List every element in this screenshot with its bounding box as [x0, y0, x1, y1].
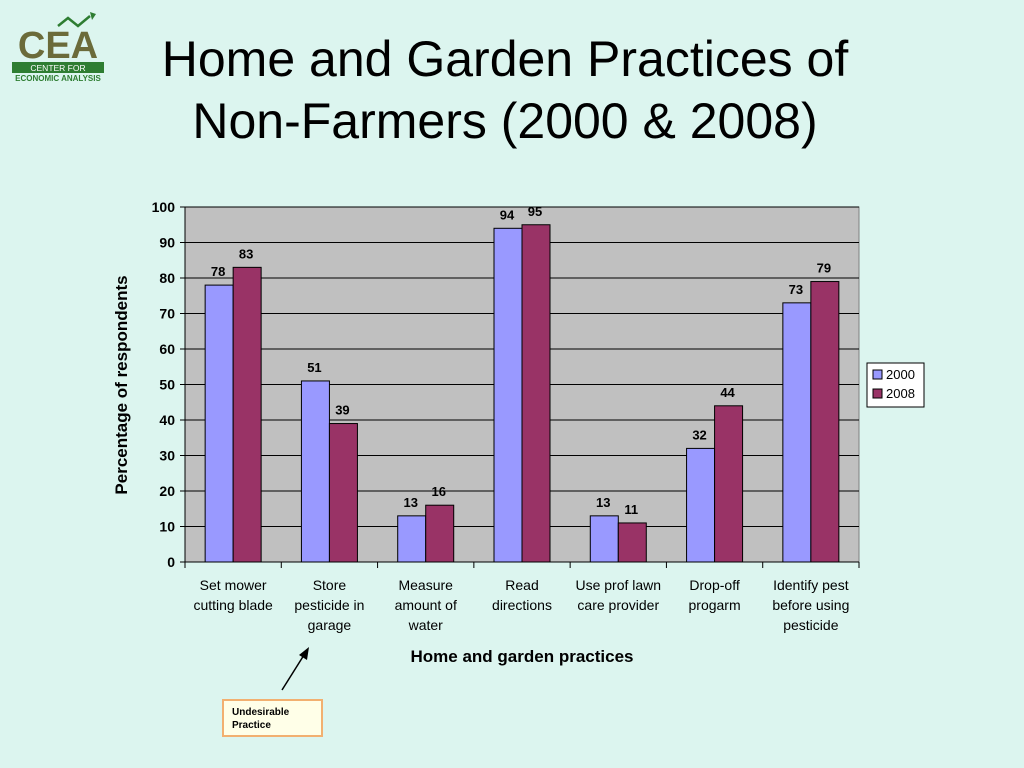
- category-label-line: care provider: [577, 597, 659, 613]
- callout-line2: Practice: [232, 720, 271, 731]
- bar-2008: [714, 405, 744, 563]
- y-axis-title: Percentage of respondents: [112, 275, 131, 494]
- category-labels: Set mower cutting blade Store pesticide in g…: [193, 577, 849, 633]
- category-label: Read directions: [492, 577, 552, 613]
- bar-2008: [328, 423, 358, 563]
- category-label-line: before using: [772, 597, 849, 613]
- category-label-line: directions: [492, 597, 552, 613]
- y-tick-label: 20: [159, 483, 175, 499]
- cea-logo: CEA CENTER FOR ECONOMIC ANALYSIS: [12, 12, 104, 83]
- y-tick-label: 100: [152, 199, 176, 215]
- category-label-line: Use prof lawn: [575, 577, 661, 593]
- bar-2008: [521, 224, 551, 563]
- bar-2000: [397, 515, 427, 563]
- bar-2000: [204, 284, 234, 563]
- bar-2000: [493, 227, 523, 563]
- logo-text: CEA: [18, 25, 98, 67]
- slide-title: Home and Garden Practices of Non-Farmers…: [110, 28, 900, 152]
- logo-line2: ECONOMIC ANALYSIS: [15, 74, 101, 83]
- y-tick-label: 80: [159, 270, 175, 286]
- category-label-line: Set mower: [200, 577, 267, 593]
- x-tick-marks: [184, 562, 860, 568]
- category-label: Set mower cutting blade: [193, 577, 273, 613]
- bar-2008: [810, 281, 840, 563]
- category-label: Drop-off progarm: [689, 577, 741, 613]
- y-tick-labels: 0 10 20 30 40 50 60 70 80 90 100: [152, 199, 185, 570]
- data-label: 13: [596, 495, 610, 510]
- legend-swatch-2000: [872, 369, 883, 380]
- data-label: 13: [403, 495, 417, 510]
- data-label: 11: [624, 502, 638, 517]
- category-label-line: pesticide: [783, 617, 838, 633]
- data-label: 16: [431, 484, 445, 499]
- bar-2008: [232, 266, 262, 563]
- y-tick-label: 90: [159, 235, 175, 251]
- bar-2000: [686, 447, 716, 563]
- slide-title-line1: Home and Garden Practices of: [161, 31, 849, 87]
- category-label: Store pesticide in garage: [294, 577, 364, 633]
- logo-band: [12, 62, 104, 73]
- data-label: 73: [789, 282, 803, 297]
- legend-swatch-2008: [872, 388, 883, 399]
- y-tick-label: 0: [167, 554, 175, 570]
- bars: [204, 224, 840, 563]
- category-label: Measure amount of water: [395, 577, 457, 633]
- category-label-line: progarm: [689, 597, 741, 613]
- callout-arrow: [281, 647, 309, 691]
- category-label-line: cutting blade: [193, 597, 273, 613]
- category-label-line: Read: [505, 577, 538, 593]
- y-tick-label: 10: [159, 519, 175, 535]
- bar-2008: [617, 522, 647, 563]
- category-label-line: amount of: [395, 597, 457, 613]
- y-tick-label: 30: [159, 448, 175, 464]
- category-label-line: Identify pest: [773, 577, 849, 593]
- data-label: 44: [720, 385, 735, 400]
- legend-label: 2008: [886, 386, 915, 401]
- legend: 2000 2008: [866, 362, 925, 408]
- growth-arrow-icon: [57, 12, 96, 28]
- slide-title-line2: Non-Farmers (2000 & 2008): [192, 93, 818, 149]
- y-tick-label: 40: [159, 412, 175, 428]
- data-label: 32: [692, 427, 706, 442]
- data-label: 83: [239, 246, 253, 261]
- category-label-line: garage: [308, 617, 352, 633]
- data-label: 78: [211, 264, 225, 279]
- logo-line1: CENTER FOR: [30, 63, 85, 73]
- callout-line1: Undesirable: [232, 707, 290, 718]
- data-label: 79: [817, 261, 831, 276]
- category-label-line: Drop-off: [689, 577, 739, 593]
- data-labels: 78 83 51 39 13 16 94 95 13 11 32 44 73 79: [211, 204, 831, 517]
- undesirable-practice-callout: Undesirable Practice: [222, 699, 323, 737]
- category-label: Identify pest before using pesticide: [772, 577, 849, 633]
- bar-2008: [425, 504, 455, 563]
- bar-2000: [589, 515, 619, 563]
- category-label-line: Measure: [398, 577, 453, 593]
- data-label: 95: [528, 204, 542, 219]
- category-label: Use prof lawn care provider: [575, 577, 661, 613]
- bar-2000: [782, 302, 812, 563]
- y-tick-label: 50: [159, 377, 175, 393]
- y-tick-label: 70: [159, 306, 175, 322]
- legend-label: 2000: [886, 367, 915, 382]
- data-label: 51: [307, 360, 321, 375]
- category-label-line: pesticide in: [294, 597, 364, 613]
- y-tick-label: 60: [159, 341, 175, 357]
- category-label-line: water: [408, 617, 444, 633]
- category-label-line: Store: [313, 577, 347, 593]
- x-axis-title: Home and garden practices: [411, 647, 634, 666]
- bar-2000: [300, 380, 330, 563]
- data-label: 39: [335, 403, 349, 418]
- data-label: 94: [500, 207, 515, 222]
